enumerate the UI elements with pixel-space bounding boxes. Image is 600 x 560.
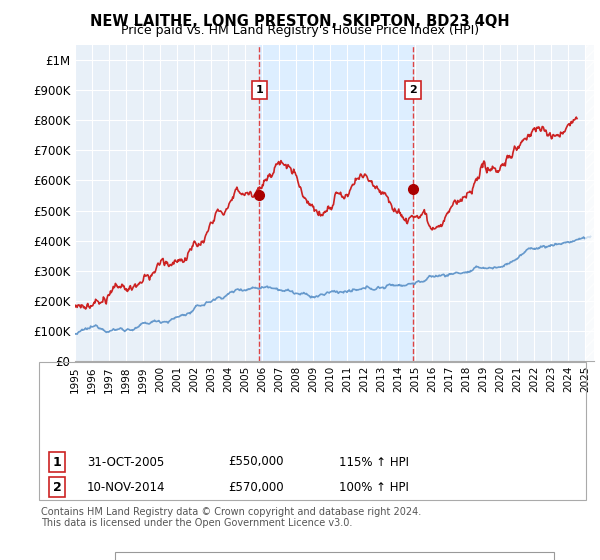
Text: Contains HM Land Registry data © Crown copyright and database right 2024.
This d: Contains HM Land Registry data © Crown c… [41, 507, 421, 529]
Legend: NEW LAITHE, LONG PRESTON, SKIPTON, BD23 4QH (detached house), HPI: Average price: NEW LAITHE, LONG PRESTON, SKIPTON, BD23 … [115, 552, 554, 560]
Text: 100% ↑ HPI: 100% ↑ HPI [339, 480, 409, 494]
Text: 2: 2 [409, 85, 417, 95]
Text: 1: 1 [53, 455, 61, 469]
Text: NEW LAITHE, LONG PRESTON, SKIPTON, BD23 4QH: NEW LAITHE, LONG PRESTON, SKIPTON, BD23 … [90, 14, 510, 29]
Bar [586, 45, 594, 361]
Text: £550,000: £550,000 [228, 455, 284, 469]
Text: 10-NOV-2014: 10-NOV-2014 [87, 480, 166, 494]
Text: £570,000: £570,000 [228, 480, 284, 494]
Text: 31-OCT-2005: 31-OCT-2005 [87, 455, 164, 469]
Text: 2: 2 [53, 480, 61, 494]
Text: 1: 1 [256, 85, 263, 95]
Text: 115% ↑ HPI: 115% ↑ HPI [339, 455, 409, 469]
Text: Price paid vs. HM Land Registry's House Price Index (HPI): Price paid vs. HM Land Registry's House … [121, 24, 479, 37]
Bar [259, 45, 413, 361]
